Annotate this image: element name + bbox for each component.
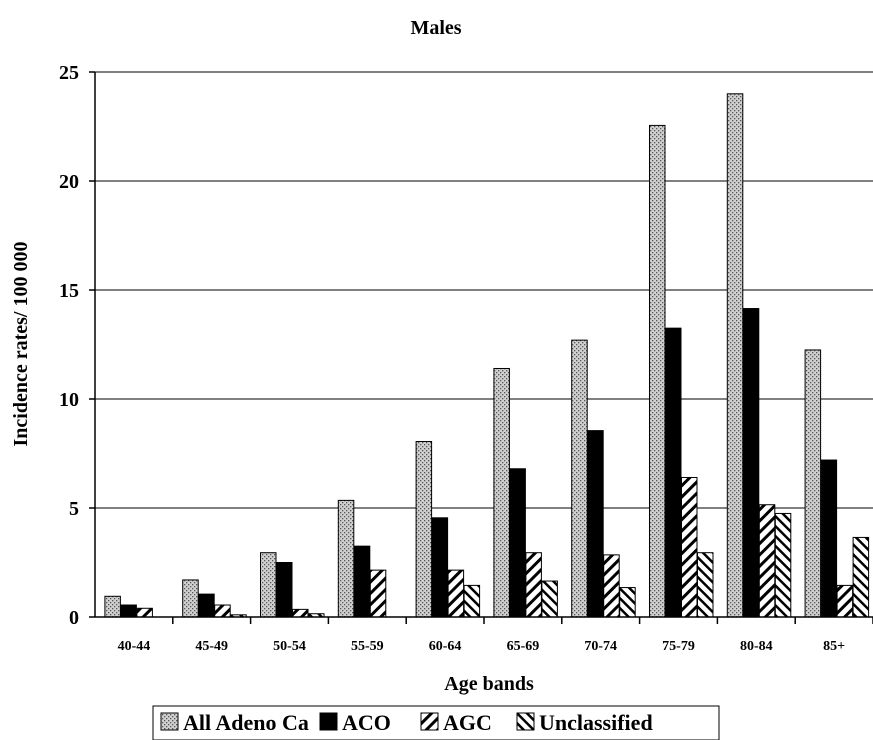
bar-aco — [665, 327, 682, 618]
bar-all-adeno-ca — [726, 93, 744, 618]
bar-agc — [292, 608, 309, 618]
legend-label: ACO — [342, 710, 391, 735]
x-ticks: 40-44 45-49 50-54 55-59 60-64 65-69 70-74 75-79… — [118, 617, 873, 654]
x-tick-label: 75-79 — [662, 639, 695, 654]
legend-swatch — [319, 712, 338, 731]
bar-all-adeno-ca — [182, 579, 199, 618]
bar-aco — [742, 308, 760, 618]
bar-agc — [136, 607, 153, 618]
x-axis-label: Age bands — [444, 673, 534, 695]
x-tick-label: 55-59 — [351, 639, 384, 654]
bar-agc — [758, 504, 776, 618]
y-tick-label: 25 — [59, 62, 79, 84]
bars — [104, 93, 870, 618]
bar-agc — [836, 584, 854, 618]
y-tick-label: 15 — [59, 280, 79, 302]
legend-label: AGC — [443, 710, 492, 735]
y-tick-label: 5 — [69, 498, 79, 520]
bar-unclassified — [697, 552, 714, 618]
bar-agc — [214, 604, 231, 618]
bar-aco — [198, 593, 215, 618]
bar-aco — [431, 517, 449, 618]
x-tick-label: 80-84 — [740, 639, 773, 654]
x-tick-label: 85+ — [823, 639, 845, 654]
bar-unclassified — [852, 536, 870, 618]
legend-label: Unclassified — [539, 710, 653, 735]
bar-aco — [276, 562, 293, 618]
y-tick-label: 20 — [59, 171, 79, 193]
bar-agc — [525, 552, 542, 618]
legend-swatch — [420, 712, 439, 731]
legend-swatch — [160, 712, 179, 731]
x-tick-label: 45-49 — [195, 639, 228, 654]
bar-agc — [603, 554, 620, 618]
x-tick-label: 65-69 — [507, 639, 540, 654]
bar-all-adeno-ca — [571, 339, 588, 618]
bar-aco — [353, 545, 371, 618]
legend-label: All Adeno Ca — [183, 710, 309, 735]
y-axis-label: Incidence rates/ 100 000 — [10, 242, 32, 447]
bar-agc — [447, 569, 465, 618]
bar-all-adeno-ca — [260, 552, 277, 618]
bar-all-adeno-ca — [337, 499, 355, 618]
bar-aco — [509, 468, 526, 618]
x-tick-label: 50-54 — [273, 639, 306, 654]
bar-aco — [820, 459, 838, 618]
y-ticks: 0 5 10 15 20 25 — [59, 62, 95, 629]
legend: All Adeno Ca ACO AGC Unclassified — [152, 705, 720, 740]
bar-unclassified — [541, 580, 558, 618]
bar-aco — [120, 604, 137, 618]
bar-all-adeno-ca — [804, 349, 822, 618]
x-tick-label: 70-74 — [584, 639, 617, 654]
bar-all-adeno-ca — [104, 595, 121, 618]
legend-swatch — [516, 712, 535, 731]
bar-all-adeno-ca — [649, 124, 666, 618]
x-tick-label: 40-44 — [118, 639, 151, 654]
bar-agc — [681, 476, 698, 618]
x-tick-label: 60-64 — [429, 639, 462, 654]
bar-all-adeno-ca — [493, 367, 510, 618]
y-tick-label: 10 — [59, 389, 79, 411]
bar-unclassified — [463, 584, 481, 618]
bar-unclassified — [774, 512, 792, 618]
y-tick-label: 0 — [69, 607, 79, 629]
bar-all-adeno-ca — [415, 441, 433, 618]
bar-agc — [369, 569, 387, 618]
bar-aco — [587, 430, 604, 618]
chart-title: Males — [410, 17, 461, 39]
bar-unclassified — [619, 587, 636, 618]
